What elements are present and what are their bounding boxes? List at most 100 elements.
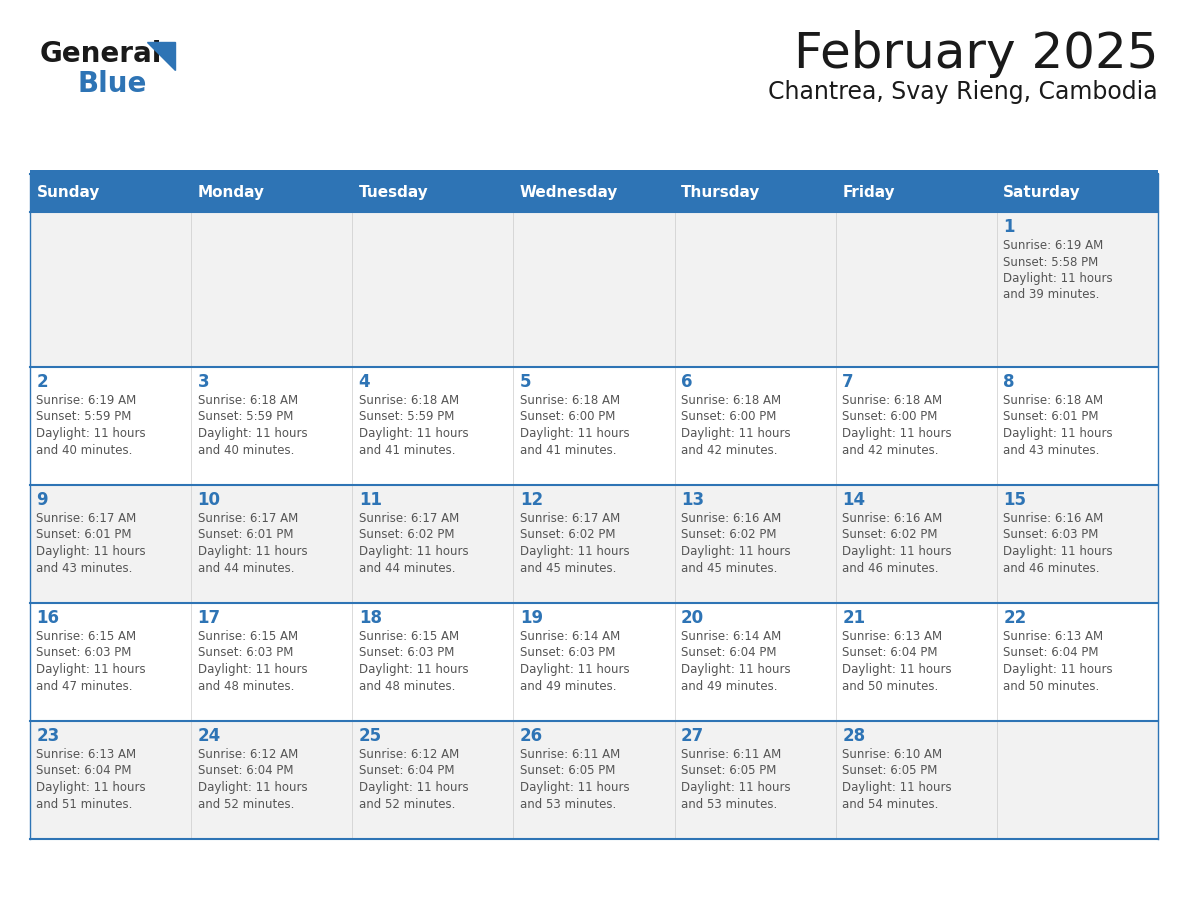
Text: Daylight: 11 hours: Daylight: 11 hours: [520, 427, 630, 440]
Text: 14: 14: [842, 491, 865, 509]
Text: Sunset: 6:01 PM: Sunset: 6:01 PM: [197, 529, 293, 542]
Text: Sunset: 6:04 PM: Sunset: 6:04 PM: [37, 765, 132, 778]
Text: 9: 9: [37, 491, 48, 509]
Text: Sunrise: 6:14 AM: Sunrise: 6:14 AM: [681, 630, 782, 643]
Text: Sunrise: 6:13 AM: Sunrise: 6:13 AM: [842, 630, 942, 643]
Bar: [30, 367, 1158, 485]
Text: Sunset: 6:03 PM: Sunset: 6:03 PM: [37, 646, 132, 659]
Text: Daylight: 11 hours: Daylight: 11 hours: [520, 663, 630, 676]
Text: Sunrise: 6:11 AM: Sunrise: 6:11 AM: [520, 748, 620, 761]
Text: and 46 minutes.: and 46 minutes.: [1004, 562, 1100, 575]
Text: 3: 3: [197, 373, 209, 391]
Text: Daylight: 11 hours: Daylight: 11 hours: [842, 663, 952, 676]
Text: Sunset: 6:04 PM: Sunset: 6:04 PM: [1004, 646, 1099, 659]
Polygon shape: [147, 42, 175, 70]
Text: 16: 16: [37, 609, 59, 627]
Text: Daylight: 11 hours: Daylight: 11 hours: [197, 545, 308, 558]
Bar: [30, 485, 1158, 603]
Text: and 43 minutes.: and 43 minutes.: [37, 562, 133, 575]
Text: Sunset: 6:00 PM: Sunset: 6:00 PM: [842, 410, 937, 423]
Text: Sunset: 6:02 PM: Sunset: 6:02 PM: [359, 529, 454, 542]
Text: and 46 minutes.: and 46 minutes.: [842, 562, 939, 575]
Bar: [30, 170, 1158, 174]
Text: and 40 minutes.: and 40 minutes.: [37, 443, 133, 456]
Text: Daylight: 11 hours: Daylight: 11 hours: [359, 781, 468, 794]
Text: Sunset: 6:00 PM: Sunset: 6:00 PM: [681, 410, 777, 423]
Text: Daylight: 11 hours: Daylight: 11 hours: [1004, 427, 1113, 440]
Text: 7: 7: [842, 373, 854, 391]
Text: Daylight: 11 hours: Daylight: 11 hours: [37, 663, 146, 676]
Text: Daylight: 11 hours: Daylight: 11 hours: [1004, 545, 1113, 558]
Text: Sunset: 6:03 PM: Sunset: 6:03 PM: [1004, 529, 1099, 542]
Text: 20: 20: [681, 609, 704, 627]
Text: Wednesday: Wednesday: [520, 185, 618, 200]
Text: and 52 minutes.: and 52 minutes.: [197, 798, 293, 811]
Text: Daylight: 11 hours: Daylight: 11 hours: [681, 427, 791, 440]
Text: Sunrise: 6:15 AM: Sunrise: 6:15 AM: [359, 630, 459, 643]
Text: 1: 1: [1004, 218, 1015, 236]
Text: Sunset: 6:02 PM: Sunset: 6:02 PM: [842, 529, 937, 542]
Text: Sunset: 6:01 PM: Sunset: 6:01 PM: [1004, 410, 1099, 423]
Text: Blue: Blue: [78, 70, 147, 98]
Text: Sunset: 6:00 PM: Sunset: 6:00 PM: [520, 410, 615, 423]
Text: Sunset: 6:01 PM: Sunset: 6:01 PM: [37, 529, 132, 542]
Text: and 47 minutes.: and 47 minutes.: [37, 679, 133, 692]
Text: Sunset: 5:59 PM: Sunset: 5:59 PM: [359, 410, 454, 423]
Text: 18: 18: [359, 609, 381, 627]
Text: 28: 28: [842, 727, 865, 745]
Text: Sunset: 6:02 PM: Sunset: 6:02 PM: [520, 529, 615, 542]
Text: and 42 minutes.: and 42 minutes.: [681, 443, 777, 456]
Text: Daylight: 11 hours: Daylight: 11 hours: [1004, 272, 1113, 285]
Text: and 41 minutes.: and 41 minutes.: [520, 443, 617, 456]
Text: Daylight: 11 hours: Daylight: 11 hours: [37, 781, 146, 794]
Text: Sunset: 6:04 PM: Sunset: 6:04 PM: [681, 646, 777, 659]
Text: Daylight: 11 hours: Daylight: 11 hours: [681, 545, 791, 558]
Text: Sunset: 6:05 PM: Sunset: 6:05 PM: [520, 765, 615, 778]
Text: 15: 15: [1004, 491, 1026, 509]
Text: and 48 minutes.: and 48 minutes.: [197, 679, 293, 692]
Text: Monday: Monday: [197, 185, 265, 200]
Bar: [30, 603, 1158, 721]
Text: Daylight: 11 hours: Daylight: 11 hours: [842, 545, 952, 558]
Text: Friday: Friday: [842, 185, 895, 200]
Text: 17: 17: [197, 609, 221, 627]
Text: and 50 minutes.: and 50 minutes.: [1004, 679, 1100, 692]
Text: Sunset: 6:04 PM: Sunset: 6:04 PM: [197, 765, 293, 778]
Text: Daylight: 11 hours: Daylight: 11 hours: [37, 427, 146, 440]
Text: February 2025: February 2025: [794, 30, 1158, 78]
Text: Sunset: 6:05 PM: Sunset: 6:05 PM: [681, 765, 777, 778]
Text: Daylight: 11 hours: Daylight: 11 hours: [520, 781, 630, 794]
Text: Sunset: 6:03 PM: Sunset: 6:03 PM: [197, 646, 293, 659]
Text: 6: 6: [681, 373, 693, 391]
Text: 5: 5: [520, 373, 531, 391]
Text: Sunrise: 6:12 AM: Sunrise: 6:12 AM: [359, 748, 459, 761]
Text: 26: 26: [520, 727, 543, 745]
Text: 2: 2: [37, 373, 48, 391]
Text: Sunrise: 6:17 AM: Sunrise: 6:17 AM: [197, 512, 298, 525]
Text: and 49 minutes.: and 49 minutes.: [520, 679, 617, 692]
Text: 23: 23: [37, 727, 59, 745]
Text: and 44 minutes.: and 44 minutes.: [197, 562, 295, 575]
Text: Tuesday: Tuesday: [359, 185, 429, 200]
Text: Sunset: 6:03 PM: Sunset: 6:03 PM: [359, 646, 454, 659]
Text: Daylight: 11 hours: Daylight: 11 hours: [681, 781, 791, 794]
Text: and 44 minutes.: and 44 minutes.: [359, 562, 455, 575]
Text: Sunrise: 6:11 AM: Sunrise: 6:11 AM: [681, 748, 782, 761]
Text: Sunrise: 6:17 AM: Sunrise: 6:17 AM: [359, 512, 459, 525]
Text: Sunrise: 6:13 AM: Sunrise: 6:13 AM: [1004, 630, 1104, 643]
Text: Sunset: 5:58 PM: Sunset: 5:58 PM: [1004, 255, 1099, 268]
Text: 12: 12: [520, 491, 543, 509]
Text: Daylight: 11 hours: Daylight: 11 hours: [359, 545, 468, 558]
Text: Daylight: 11 hours: Daylight: 11 hours: [197, 427, 308, 440]
Text: Sunrise: 6:17 AM: Sunrise: 6:17 AM: [37, 512, 137, 525]
Text: and 45 minutes.: and 45 minutes.: [520, 562, 617, 575]
Text: Sunrise: 6:16 AM: Sunrise: 6:16 AM: [842, 512, 942, 525]
Text: Sunset: 5:59 PM: Sunset: 5:59 PM: [197, 410, 293, 423]
Text: Sunrise: 6:18 AM: Sunrise: 6:18 AM: [359, 394, 459, 407]
Text: and 42 minutes.: and 42 minutes.: [842, 443, 939, 456]
Text: 27: 27: [681, 727, 704, 745]
Text: Daylight: 11 hours: Daylight: 11 hours: [842, 781, 952, 794]
Text: Daylight: 11 hours: Daylight: 11 hours: [197, 663, 308, 676]
Text: Daylight: 11 hours: Daylight: 11 hours: [37, 545, 146, 558]
Text: Sunset: 6:05 PM: Sunset: 6:05 PM: [842, 765, 937, 778]
